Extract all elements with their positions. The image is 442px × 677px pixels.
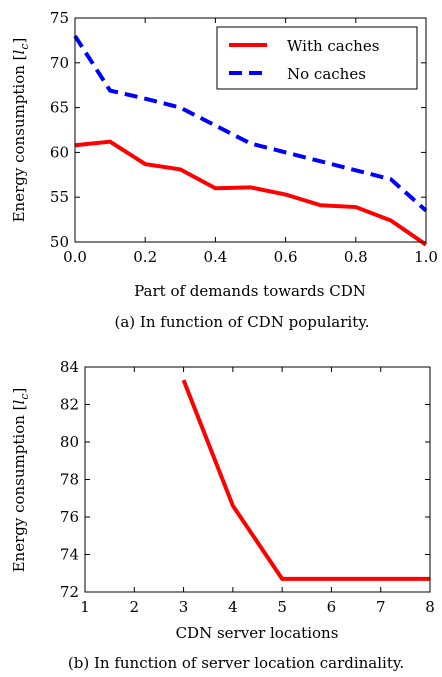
- chart-a-plot-frame: [74, 17, 427, 243]
- chart-a-series-lines: [73, 34, 428, 247]
- chart-a-x-tick-label: 0.6: [274, 248, 298, 266]
- chart-b-x-tick-label: 7: [376, 598, 386, 616]
- chart-a-y-tick-label: 50: [50, 233, 69, 251]
- chart-b-y-tick-label: 84: [60, 358, 79, 376]
- chart-a-y-tick-label: 70: [50, 54, 69, 72]
- legend-label-no-caches: No caches: [287, 65, 366, 83]
- chart-a-x-tick-label: 0.2: [133, 248, 157, 266]
- chart-b-x-tick-label: 2: [130, 598, 140, 616]
- chart-b-x-tick-label: 3: [179, 598, 189, 616]
- chart-a: 0.0 0.2 0.4 0.6 0.8 1.0 50 55 60 65 70 75 With cach…: [10, 9, 438, 331]
- chart-a-x-tick-label: 0.4: [203, 248, 227, 266]
- chart-b-x-tick-label: 5: [277, 598, 287, 616]
- chart-b-y-tick-label: 80: [60, 433, 79, 451]
- chart-b-y-tick-label: 78: [60, 471, 79, 489]
- chart-a-x-tick-label: 0.8: [344, 248, 368, 266]
- chart-a-y-tick-label: 75: [50, 9, 69, 27]
- chart-a-x-tick-label: 0.0: [63, 248, 87, 266]
- chart-a-y-axis-label: Energy consumption [lc]: [10, 38, 31, 223]
- chart-a-y-tick-label: 60: [50, 143, 69, 161]
- legend-label-with-caches: With caches: [287, 37, 379, 55]
- chart-a-legend-box: [216, 26, 418, 90]
- chart-b-y-axis-label: Energy consumption [lc]: [10, 388, 31, 573]
- chart-a-caption: (a) In function of CDN popularity.: [115, 313, 370, 331]
- chart-a-y-tick-label: 65: [50, 99, 69, 117]
- chart-b-x-tick-label: 1: [80, 598, 90, 616]
- chart-b-x-axis-label: CDN server locations: [176, 624, 339, 642]
- chart-a-y-tick-label: 55: [50, 188, 69, 206]
- chart-b-x-tick-label: 6: [327, 598, 337, 616]
- chart-b-y-tick-label: 74: [60, 546, 79, 564]
- chart-a-x-tick-label: 1.0: [414, 248, 438, 266]
- chart-a-line-with-caches: [74, 139, 428, 247]
- chart-b-y-tick-label: 72: [60, 583, 79, 601]
- chart-b-line-series-0: [181, 379, 430, 581]
- chart-a-x-axis-label: Part of demands towards CDN: [134, 282, 366, 300]
- chart-a-legend: With caches No caches: [216, 26, 418, 90]
- chart-a-line-no-caches: [73, 34, 428, 213]
- chart-b-y-tick-label: 82: [60, 396, 79, 414]
- chart-b-series-lines: [181, 379, 430, 581]
- chart-b-x-tick-label: 8: [425, 598, 435, 616]
- chart-b-plot-frame: [84, 366, 431, 593]
- chart-b-y-tick-label: 76: [60, 508, 79, 526]
- chart-b-x-tick-label: 4: [228, 598, 238, 616]
- chart-b-caption: (b) In function of server location cardi…: [68, 654, 404, 672]
